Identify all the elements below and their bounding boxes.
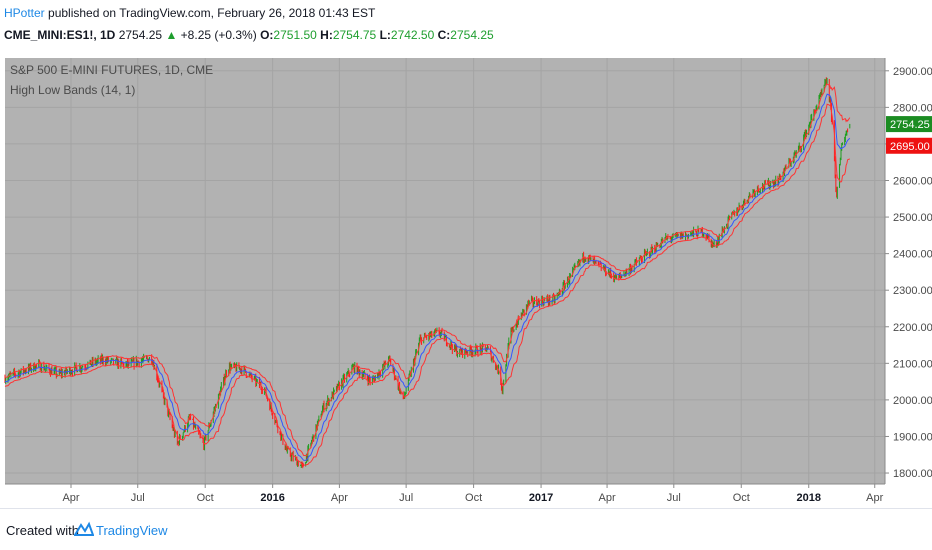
x-tick-label: Apr xyxy=(599,492,616,504)
last-price-tag-label: 2754.25 xyxy=(890,119,930,131)
x-tick-label: Oct xyxy=(733,492,750,504)
x-tick-label: Jul xyxy=(399,492,413,504)
price-change: +8.25 (+0.3%) xyxy=(180,28,257,42)
plot-background xyxy=(5,58,885,484)
up-arrow-icon: ▲ xyxy=(165,28,178,42)
tradingview-logo-icon[interactable] xyxy=(74,521,94,539)
x-tick-label: Oct xyxy=(197,492,214,504)
author-link[interactable]: HPotter xyxy=(4,6,45,20)
close-label: C: xyxy=(437,28,451,42)
y-tick-label: 2600.00 xyxy=(893,175,932,187)
open-label: O: xyxy=(260,28,274,42)
y-tick-label: 2900.00 xyxy=(893,66,932,78)
y-tick-label: 2300.00 xyxy=(893,285,932,297)
band-mid-line xyxy=(4,93,851,461)
band-price-tag xyxy=(886,137,932,154)
high-low-bands xyxy=(4,83,851,466)
last-price-tag xyxy=(886,116,932,133)
y-tick-label: 2100.00 xyxy=(893,358,932,370)
x-tick-label: Jul xyxy=(667,492,681,504)
open-value: 2751.50 xyxy=(273,28,317,42)
x-tick-label: Apr xyxy=(866,492,883,504)
x-tick-label: Apr xyxy=(331,492,348,504)
chart-title: S&P 500 E-MINI FUTURES, 1D, CME xyxy=(10,63,213,77)
time-axis-panel xyxy=(0,484,885,508)
band-price-tag-label: 2695.00 xyxy=(890,141,930,153)
y-tick-label: 2400.00 xyxy=(893,249,932,261)
x-tick-label: Apr xyxy=(62,492,79,504)
high-label: H: xyxy=(320,28,333,42)
y-tick-label: 1800.00 xyxy=(893,468,932,480)
y-tick-label: 1900.00 xyxy=(893,431,932,443)
x-tick-label: 2016 xyxy=(260,492,284,504)
symbol-name: CME_MINI:ES1!, 1D xyxy=(4,28,116,42)
created-with-text: Created with xyxy=(6,523,79,538)
y-tick-label: 2200.00 xyxy=(893,322,932,334)
x-tick-label: Oct xyxy=(465,492,482,504)
high-value: 2754.75 xyxy=(332,28,377,42)
band-lower-line xyxy=(4,103,850,466)
price-chart[interactable]: 1800.00 1900.00 2000.00 2100.00 2200.00 2300.… xyxy=(0,58,932,508)
band-upper-line xyxy=(4,83,851,457)
symbol-line: CME_MINI:ES1!, 1D 2754.25 ▲ +8.25 (+0.3%… xyxy=(4,28,494,42)
y-tick-label: 2500.00 xyxy=(893,212,932,224)
header-bar: HPotter published on TradingView.com, Fe… xyxy=(0,0,932,58)
price-tags: 2754.25 2695.00 xyxy=(886,116,932,154)
y-tick-label: 2800.00 xyxy=(893,102,932,114)
publish-line: HPotter published on TradingView.com, Fe… xyxy=(4,6,375,20)
x-axis-labels: Apr Jul Oct 2016 Apr Jul Oct 2017 Apr Jul Oct 2018 A… xyxy=(62,484,884,504)
indicator-label: High Low Bands (14, 1) xyxy=(10,83,135,97)
published-text: published on TradingView.com, February 2… xyxy=(48,6,376,20)
axis-panel xyxy=(885,58,932,508)
x-tick-label: Jul xyxy=(131,492,145,504)
y-tick-label: 2000.00 xyxy=(893,395,932,407)
close-value: 2754.25 xyxy=(450,28,494,42)
tradingview-brand[interactable]: TradingView xyxy=(96,523,168,538)
low-label: L: xyxy=(379,28,391,42)
last-price: 2754.25 xyxy=(118,28,163,42)
footer: Created with TradingView xyxy=(0,508,932,550)
x-tick-label: 2018 xyxy=(796,492,820,504)
x-tick-label: 2017 xyxy=(529,492,553,504)
low-value: 2742.50 xyxy=(390,28,435,42)
